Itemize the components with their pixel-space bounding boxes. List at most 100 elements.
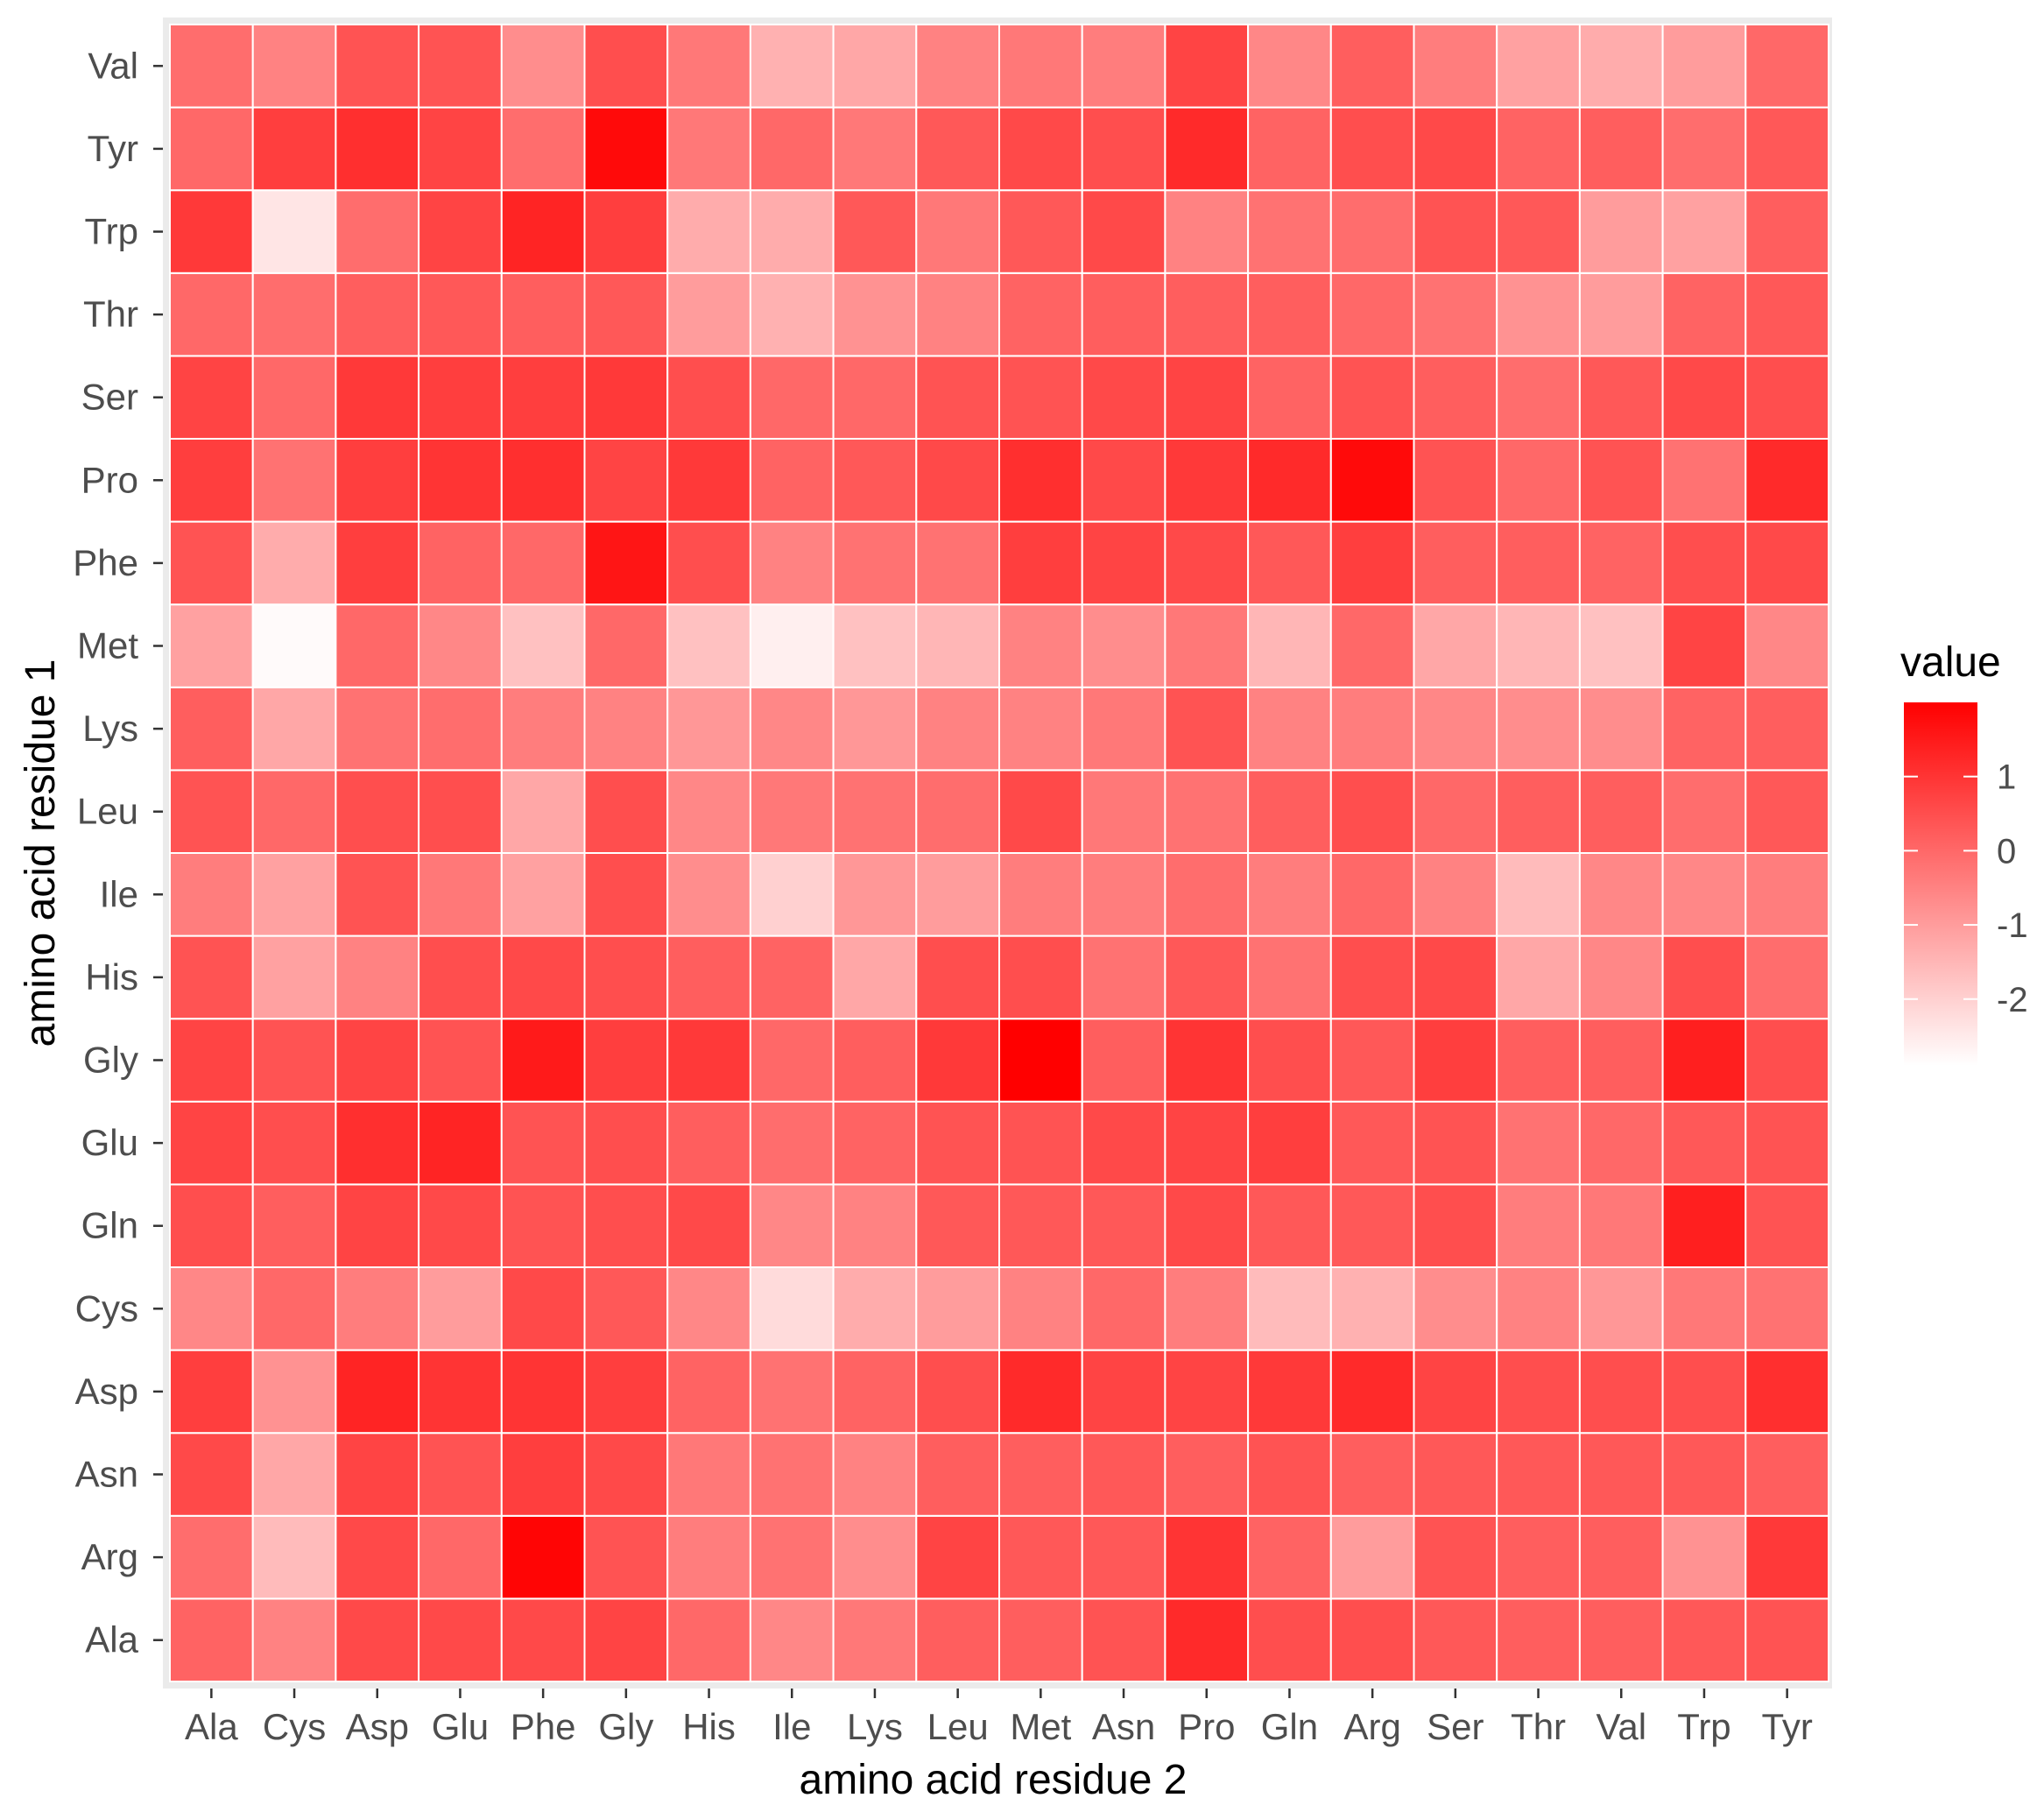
heatmap-cell-tyr-asp xyxy=(335,106,420,192)
heatmap-cell-phe-asp xyxy=(335,520,420,606)
y-tick-label: Arg xyxy=(81,1536,138,1577)
heatmap-cell-ile-ile xyxy=(749,852,835,937)
heatmap-cell-arg-glu xyxy=(418,1514,503,1600)
heatmap-cell-ala-phe xyxy=(500,1597,586,1683)
heatmap-cell-thr-trp xyxy=(1661,271,1747,357)
heatmap-cell-thr-gln xyxy=(1247,271,1332,357)
heatmap-cell-tyr-gln xyxy=(1247,106,1332,192)
y-tick-label: Ile xyxy=(100,873,138,914)
heatmap-cell-trp-trp xyxy=(1661,189,1747,274)
heatmap-cell-cys-ala xyxy=(169,1266,254,1351)
heatmap-cell-gln-met xyxy=(998,1183,1083,1269)
heatmap-cell-ala-pro xyxy=(1164,1597,1250,1683)
heatmap-cell-lys-phe xyxy=(500,686,586,772)
heatmap-cell-gln-tyr xyxy=(1744,1183,1830,1269)
heatmap-cell-his-trp xyxy=(1661,934,1747,1020)
heatmap-cell-cys-phe xyxy=(500,1266,586,1351)
heatmap-cell-asp-asp xyxy=(335,1349,420,1435)
heatmap-cell-leu-pro xyxy=(1164,769,1250,855)
heatmap-cell-ile-leu xyxy=(915,852,1001,937)
heatmap-cell-pro-leu xyxy=(915,438,1001,523)
heatmap-cell-val-trp xyxy=(1661,24,1747,109)
heatmap-cell-tyr-tyr xyxy=(1744,106,1830,192)
heatmap-cell-asn-asp xyxy=(335,1432,420,1517)
heatmap-cell-cys-gly xyxy=(583,1266,669,1351)
heatmap-cell-met-glu xyxy=(418,603,503,688)
heatmap-cell-thr-lys xyxy=(832,271,918,357)
heatmap-cell-leu-cys xyxy=(251,769,337,855)
heatmap-cell-glu-gln xyxy=(1247,1100,1332,1186)
heatmap-cell-ala-leu xyxy=(915,1597,1001,1683)
heatmap-cell-pro-trp xyxy=(1661,438,1747,523)
heatmap-cell-ala-ser xyxy=(1413,1597,1498,1683)
heatmap-cell-met-ile xyxy=(749,603,835,688)
heatmap-cell-tyr-cys xyxy=(251,106,337,192)
heatmap-cell-leu-met xyxy=(998,769,1083,855)
heatmap-cell-lys-gly xyxy=(583,686,669,772)
heatmap-cell-glu-his xyxy=(666,1100,751,1186)
heatmap-cell-ile-met xyxy=(998,852,1083,937)
heatmap-cell-ala-ile xyxy=(749,1597,835,1683)
heatmap-cell-gln-thr xyxy=(1496,1183,1581,1269)
heatmap-cell-ser-lys xyxy=(832,355,918,440)
heatmap-cell-thr-gly xyxy=(583,271,669,357)
heatmap-cell-gln-his xyxy=(666,1183,751,1269)
x-tick-label: Gly xyxy=(598,1706,653,1747)
heatmap-cell-met-asp xyxy=(335,603,420,688)
heatmap-cell-gly-ser xyxy=(1413,1018,1498,1103)
heatmap-cell-asn-pro xyxy=(1164,1432,1250,1517)
heatmap-cell-arg-asn xyxy=(1081,1514,1166,1600)
heatmap-cell-gln-leu xyxy=(915,1183,1001,1269)
heatmap-cell-cys-asn xyxy=(1081,1266,1166,1351)
heatmap-cell-arg-leu xyxy=(915,1514,1001,1600)
heatmap-cell-gly-pro xyxy=(1164,1018,1250,1103)
heatmap-cell-asn-val xyxy=(1578,1432,1664,1517)
heatmap-cell-leu-gln xyxy=(1247,769,1332,855)
heatmap-cell-thr-val xyxy=(1578,271,1664,357)
heatmap-cell-gln-glu xyxy=(418,1183,503,1269)
heatmap-cell-ser-phe xyxy=(500,355,586,440)
color-legend: value 1 0 -1 -2 xyxy=(1900,639,2028,1066)
heatmap-cell-phe-gln xyxy=(1247,520,1332,606)
heatmap-cell-gly-asn xyxy=(1081,1018,1166,1103)
x-tick-label: Gln xyxy=(1261,1706,1318,1747)
heatmap-cell-phe-phe xyxy=(500,520,586,606)
y-axis: Ala Arg Asn Asp Cys Gln Glu Gly His Ile Leu Lys Met P… xyxy=(73,45,163,1660)
heatmap-cell-ala-gln xyxy=(1247,1597,1332,1683)
heatmap-cell-met-trp xyxy=(1661,603,1747,688)
heatmap-cell-gln-ala xyxy=(169,1183,254,1269)
heatmap-cell-pro-glu xyxy=(418,438,503,523)
heatmap-cell-ser-gln xyxy=(1247,355,1332,440)
heatmap-cell-glu-phe xyxy=(500,1100,586,1186)
heatmap-cell-leu-asn xyxy=(1081,769,1166,855)
heatmap-cell-phe-his xyxy=(666,520,751,606)
heatmap-cell-phe-ile xyxy=(749,520,835,606)
heatmap-cell-asp-his xyxy=(666,1349,751,1435)
y-tick-label: His xyxy=(85,956,138,998)
heatmap-cell-leu-phe xyxy=(500,769,586,855)
heatmap-cell-lys-pro xyxy=(1164,686,1250,772)
heatmap-cell-ile-ala xyxy=(169,852,254,937)
heatmap-cell-gln-asn xyxy=(1081,1183,1166,1269)
y-tick-label: Thr xyxy=(83,293,138,335)
heatmap-cell-his-val xyxy=(1578,934,1664,1020)
heatmap-cell-cys-ile xyxy=(749,1266,835,1351)
heatmap-cell-trp-asp xyxy=(335,189,420,274)
heatmap-cell-thr-asn xyxy=(1081,271,1166,357)
heatmap-cell-leu-leu xyxy=(915,769,1001,855)
heatmap-cell-pro-asn xyxy=(1081,438,1166,523)
heatmap-cell-thr-leu xyxy=(915,271,1001,357)
heatmap-cell-lys-ala xyxy=(169,686,254,772)
heatmap-cell-phe-tyr xyxy=(1744,520,1830,606)
heatmap-cell-gly-lys xyxy=(832,1018,918,1103)
heatmap-cell-met-his xyxy=(666,603,751,688)
heatmap-cell-ala-thr xyxy=(1496,1597,1581,1683)
heatmap-cell-thr-ile xyxy=(749,271,835,357)
heatmap-cell-tyr-glu xyxy=(418,106,503,192)
heatmap-cell-glu-met xyxy=(998,1100,1083,1186)
x-tick-label: Met xyxy=(1010,1706,1071,1747)
x-tick-label: Pro xyxy=(1178,1706,1235,1747)
heatmap-cell-gly-gly xyxy=(583,1018,669,1103)
x-tick-label: Val xyxy=(1596,1706,1646,1747)
heatmap-cell-ser-ser xyxy=(1413,355,1498,440)
